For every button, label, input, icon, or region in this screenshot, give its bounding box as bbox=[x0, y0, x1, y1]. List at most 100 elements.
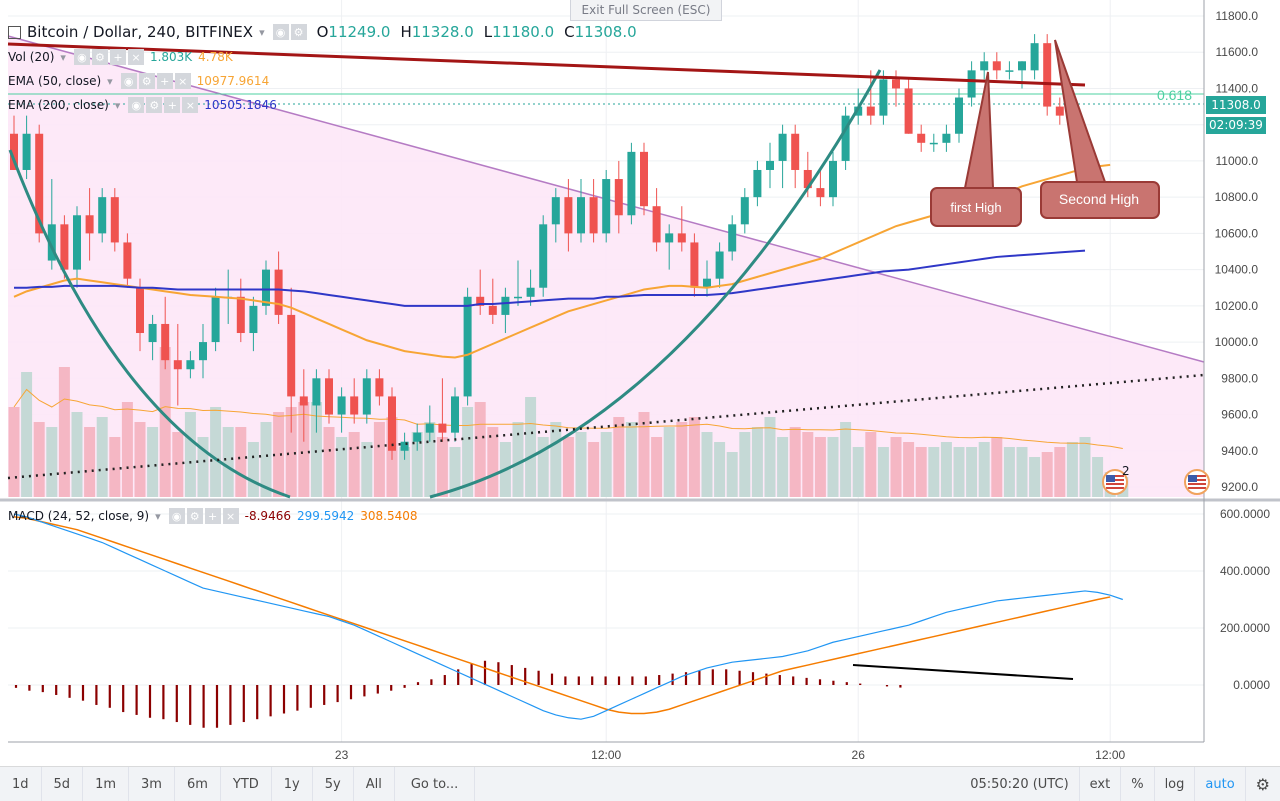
candle-body bbox=[967, 70, 976, 98]
volume-bar bbox=[33, 422, 45, 497]
candle-body bbox=[564, 197, 573, 234]
candle-body bbox=[337, 396, 346, 415]
candle-body bbox=[173, 360, 182, 370]
timeframe-1y[interactable]: 1y bbox=[272, 767, 313, 801]
utc-clock[interactable]: 05:50:20 (UTC) bbox=[970, 776, 1069, 792]
close-icon: × bbox=[182, 97, 199, 113]
ema200-controls[interactable]: ◉ ⚙ + × bbox=[128, 97, 199, 113]
price-tick-label: 10600.0 bbox=[1215, 226, 1259, 240]
auto-button[interactable]: auto bbox=[1194, 767, 1244, 801]
time-tick-label: 12:00 bbox=[591, 748, 621, 762]
time-tick-label: 23 bbox=[335, 748, 349, 762]
collapse-checkbox[interactable] bbox=[8, 25, 21, 39]
volume-bar bbox=[172, 432, 184, 497]
macd-label: MACD (24, 52, close, 9) bbox=[8, 509, 150, 523]
volume-bar bbox=[373, 422, 385, 497]
us-flag-event-icon[interactable] bbox=[1184, 469, 1210, 495]
candle-body bbox=[438, 423, 447, 433]
fib-label: 0.618 bbox=[1157, 87, 1192, 103]
candle-body bbox=[1005, 70, 1014, 72]
macd-controls[interactable]: ◉ ⚙ + × bbox=[168, 508, 239, 524]
candle-body bbox=[388, 396, 396, 451]
ema50-controls[interactable]: ◉ ⚙ + × bbox=[120, 73, 191, 89]
time-tick-label: 26 bbox=[852, 748, 866, 762]
gear-icon: ⚙ bbox=[91, 49, 108, 65]
volume-bar bbox=[1054, 447, 1066, 497]
candle-body bbox=[325, 378, 333, 415]
caret-down-icon[interactable]: ▾ bbox=[259, 25, 265, 39]
ext-button[interactable]: ext bbox=[1078, 767, 1121, 801]
candle-body bbox=[551, 197, 560, 225]
candle-body bbox=[665, 233, 674, 243]
volume-bar bbox=[273, 412, 285, 497]
volume-bar bbox=[235, 427, 247, 497]
volume-bar bbox=[411, 432, 423, 497]
low-label: L bbox=[483, 23, 493, 41]
volume-bar bbox=[651, 437, 663, 497]
timeframe-3m[interactable]: 3m bbox=[129, 767, 175, 801]
candle-body bbox=[740, 197, 749, 225]
volume-controls[interactable]: ◉ ⚙ + × bbox=[73, 49, 144, 65]
eye-icon: ◉ bbox=[120, 73, 137, 89]
candle-body bbox=[287, 314, 296, 397]
volume-bar bbox=[462, 407, 474, 497]
candle-body bbox=[110, 197, 119, 243]
volume-bar bbox=[751, 427, 763, 497]
volume-ma-value: 4.78K bbox=[198, 50, 233, 64]
volume-bar bbox=[247, 442, 259, 497]
volume-bar bbox=[8, 407, 20, 497]
candle-body bbox=[47, 224, 56, 261]
volume-legend: Vol (20) ▾ ◉ ⚙ + × 1.803K 4.78K bbox=[8, 47, 233, 67]
volume-bar bbox=[310, 402, 322, 497]
triangle-pattern-fill bbox=[8, 36, 1204, 497]
timeframe-ytd[interactable]: YTD bbox=[221, 767, 272, 801]
volume-bar bbox=[676, 422, 688, 497]
exit-fullscreen-tip[interactable]: Exit Full Screen (ESC) bbox=[570, 0, 722, 21]
volume-bar bbox=[121, 402, 133, 497]
timeframe-5y[interactable]: 5y bbox=[313, 767, 354, 801]
open-value: 11249.0 bbox=[328, 23, 391, 41]
price-tick-label: 11400.0 bbox=[1216, 81, 1259, 95]
volume-bar bbox=[625, 422, 637, 497]
second-high-callout: Second High bbox=[1040, 39, 1160, 219]
trading-chart[interactable]: first High Second High 0.618 9200.0 9400.… bbox=[0, 0, 1280, 766]
candle-body bbox=[375, 378, 384, 397]
timeframe-1d[interactable]: 1d bbox=[0, 767, 42, 801]
log-button[interactable]: log bbox=[1153, 767, 1195, 801]
volume-bar bbox=[197, 437, 209, 497]
bottom-toolbar: 1d 5d 1m 3m 6m YTD 1y 5y All Go to... 05:50:20 (… bbox=[0, 766, 1280, 801]
volume-bar bbox=[550, 422, 562, 497]
time-tick-label: 12:00 bbox=[1095, 748, 1125, 762]
candle-body bbox=[451, 396, 459, 433]
symbol-controls[interactable]: ◉ ⚙ bbox=[272, 24, 307, 40]
volume-bar bbox=[210, 407, 222, 497]
volume-bar bbox=[1066, 442, 1078, 497]
goto-button[interactable]: Go to... bbox=[395, 767, 476, 801]
candle-body bbox=[514, 296, 522, 299]
volume-bar bbox=[940, 442, 952, 497]
gear-icon[interactable]: ⚙ bbox=[1244, 767, 1280, 801]
caret-down-icon: ▾ bbox=[60, 50, 66, 64]
volume-bar bbox=[109, 437, 121, 497]
ema50-legend: EMA (50, close) ▾ ◉ ⚙ + × 10977.9614 bbox=[8, 71, 269, 91]
candle-body bbox=[60, 224, 69, 270]
price-tick-label: 10000.0 bbox=[1215, 335, 1259, 349]
volume-bar bbox=[184, 412, 196, 497]
timeframe-6m[interactable]: 6m bbox=[175, 767, 221, 801]
percent-button[interactable]: % bbox=[1120, 767, 1153, 801]
gear-icon: ⚙ bbox=[138, 73, 155, 89]
volume-bar bbox=[537, 437, 549, 497]
volume-bar bbox=[701, 432, 713, 497]
volume-bar bbox=[991, 437, 1003, 497]
timeframe-all[interactable]: All bbox=[354, 767, 395, 801]
candle-body bbox=[1030, 43, 1039, 71]
timeframe-1m[interactable]: 1m bbox=[83, 767, 129, 801]
us-flag-event-icon[interactable] bbox=[1102, 469, 1128, 495]
macd-tick-label: 600.0000 bbox=[1220, 507, 1270, 521]
second-high-label: Second High bbox=[1059, 191, 1139, 207]
volume-bar bbox=[512, 422, 524, 497]
volume-bar bbox=[877, 447, 889, 497]
timeframe-5d[interactable]: 5d bbox=[42, 767, 84, 801]
candle-body bbox=[602, 179, 611, 234]
macd-histogram bbox=[14, 660, 902, 728]
